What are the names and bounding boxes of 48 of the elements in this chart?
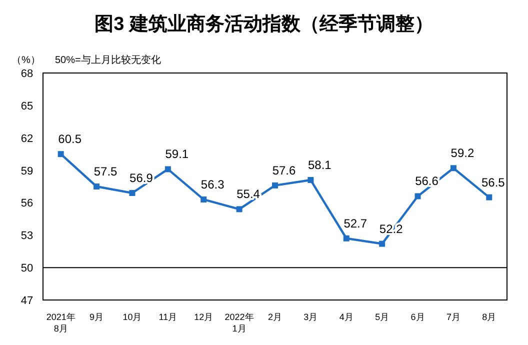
data-label: 52.7 (344, 216, 368, 230)
data-label: 57.6 (272, 163, 296, 178)
point (94, 184, 100, 190)
y-tick-label: 62 (20, 132, 34, 145)
y-tick-label: 68 (20, 68, 34, 80)
x-tick-label: 4月 (339, 312, 354, 322)
point (450, 165, 456, 172)
point (236, 206, 242, 212)
point (343, 235, 350, 242)
x-tick-label: 7月 (446, 312, 460, 322)
text: 50%=与上月比较无变化 (55, 54, 161, 66)
x-tick-label: 12月 (194, 312, 214, 322)
x-tick-label: 2021年 8月 (46, 312, 76, 334)
x-tick-label: 8月 (482, 312, 496, 322)
data-label: 56.5 (481, 175, 506, 190)
x-tick-label: 6月 (410, 312, 425, 322)
point (308, 177, 314, 184)
data-label: 56.9 (130, 170, 154, 185)
y-tick-label: 50 (20, 262, 34, 275)
data-label: 59.1 (165, 147, 189, 162)
y-tick-label: 47 (20, 295, 34, 307)
chart-title: 图3 建筑业商务活动指数（经季节调整） (94, 13, 434, 35)
point (486, 194, 492, 200)
x-tick-label: 5月 (375, 312, 390, 322)
y-tick-label: 65 (20, 100, 34, 112)
point (379, 240, 386, 247)
x-tick-label: 3月 (304, 312, 318, 322)
point (414, 193, 421, 200)
point (58, 151, 64, 158)
point (200, 196, 207, 202)
y-tick-label: 56 (20, 198, 34, 210)
x-tick-label: 2022年 1月 (224, 312, 254, 334)
data-label: 56.3 (200, 177, 225, 192)
data-label: 55.4 (236, 187, 260, 202)
point (129, 190, 136, 196)
data-label: 57.5 (94, 164, 118, 178)
y-axis-title: （%） (12, 55, 40, 66)
x-tick-label: 11月 (158, 312, 178, 322)
point (272, 182, 278, 188)
x-tick-label: 10月 (122, 312, 142, 322)
x-tick-label: 9月 (90, 312, 104, 322)
y-tick-label: 59 (20, 165, 34, 178)
data-label: 58.1 (308, 158, 332, 172)
data-label: 59.2 (450, 146, 474, 160)
data-label: 60.5 (58, 132, 82, 146)
x-tick-label: 2月 (268, 312, 282, 322)
point (164, 166, 171, 172)
y-tick-label: 53 (20, 230, 34, 242)
